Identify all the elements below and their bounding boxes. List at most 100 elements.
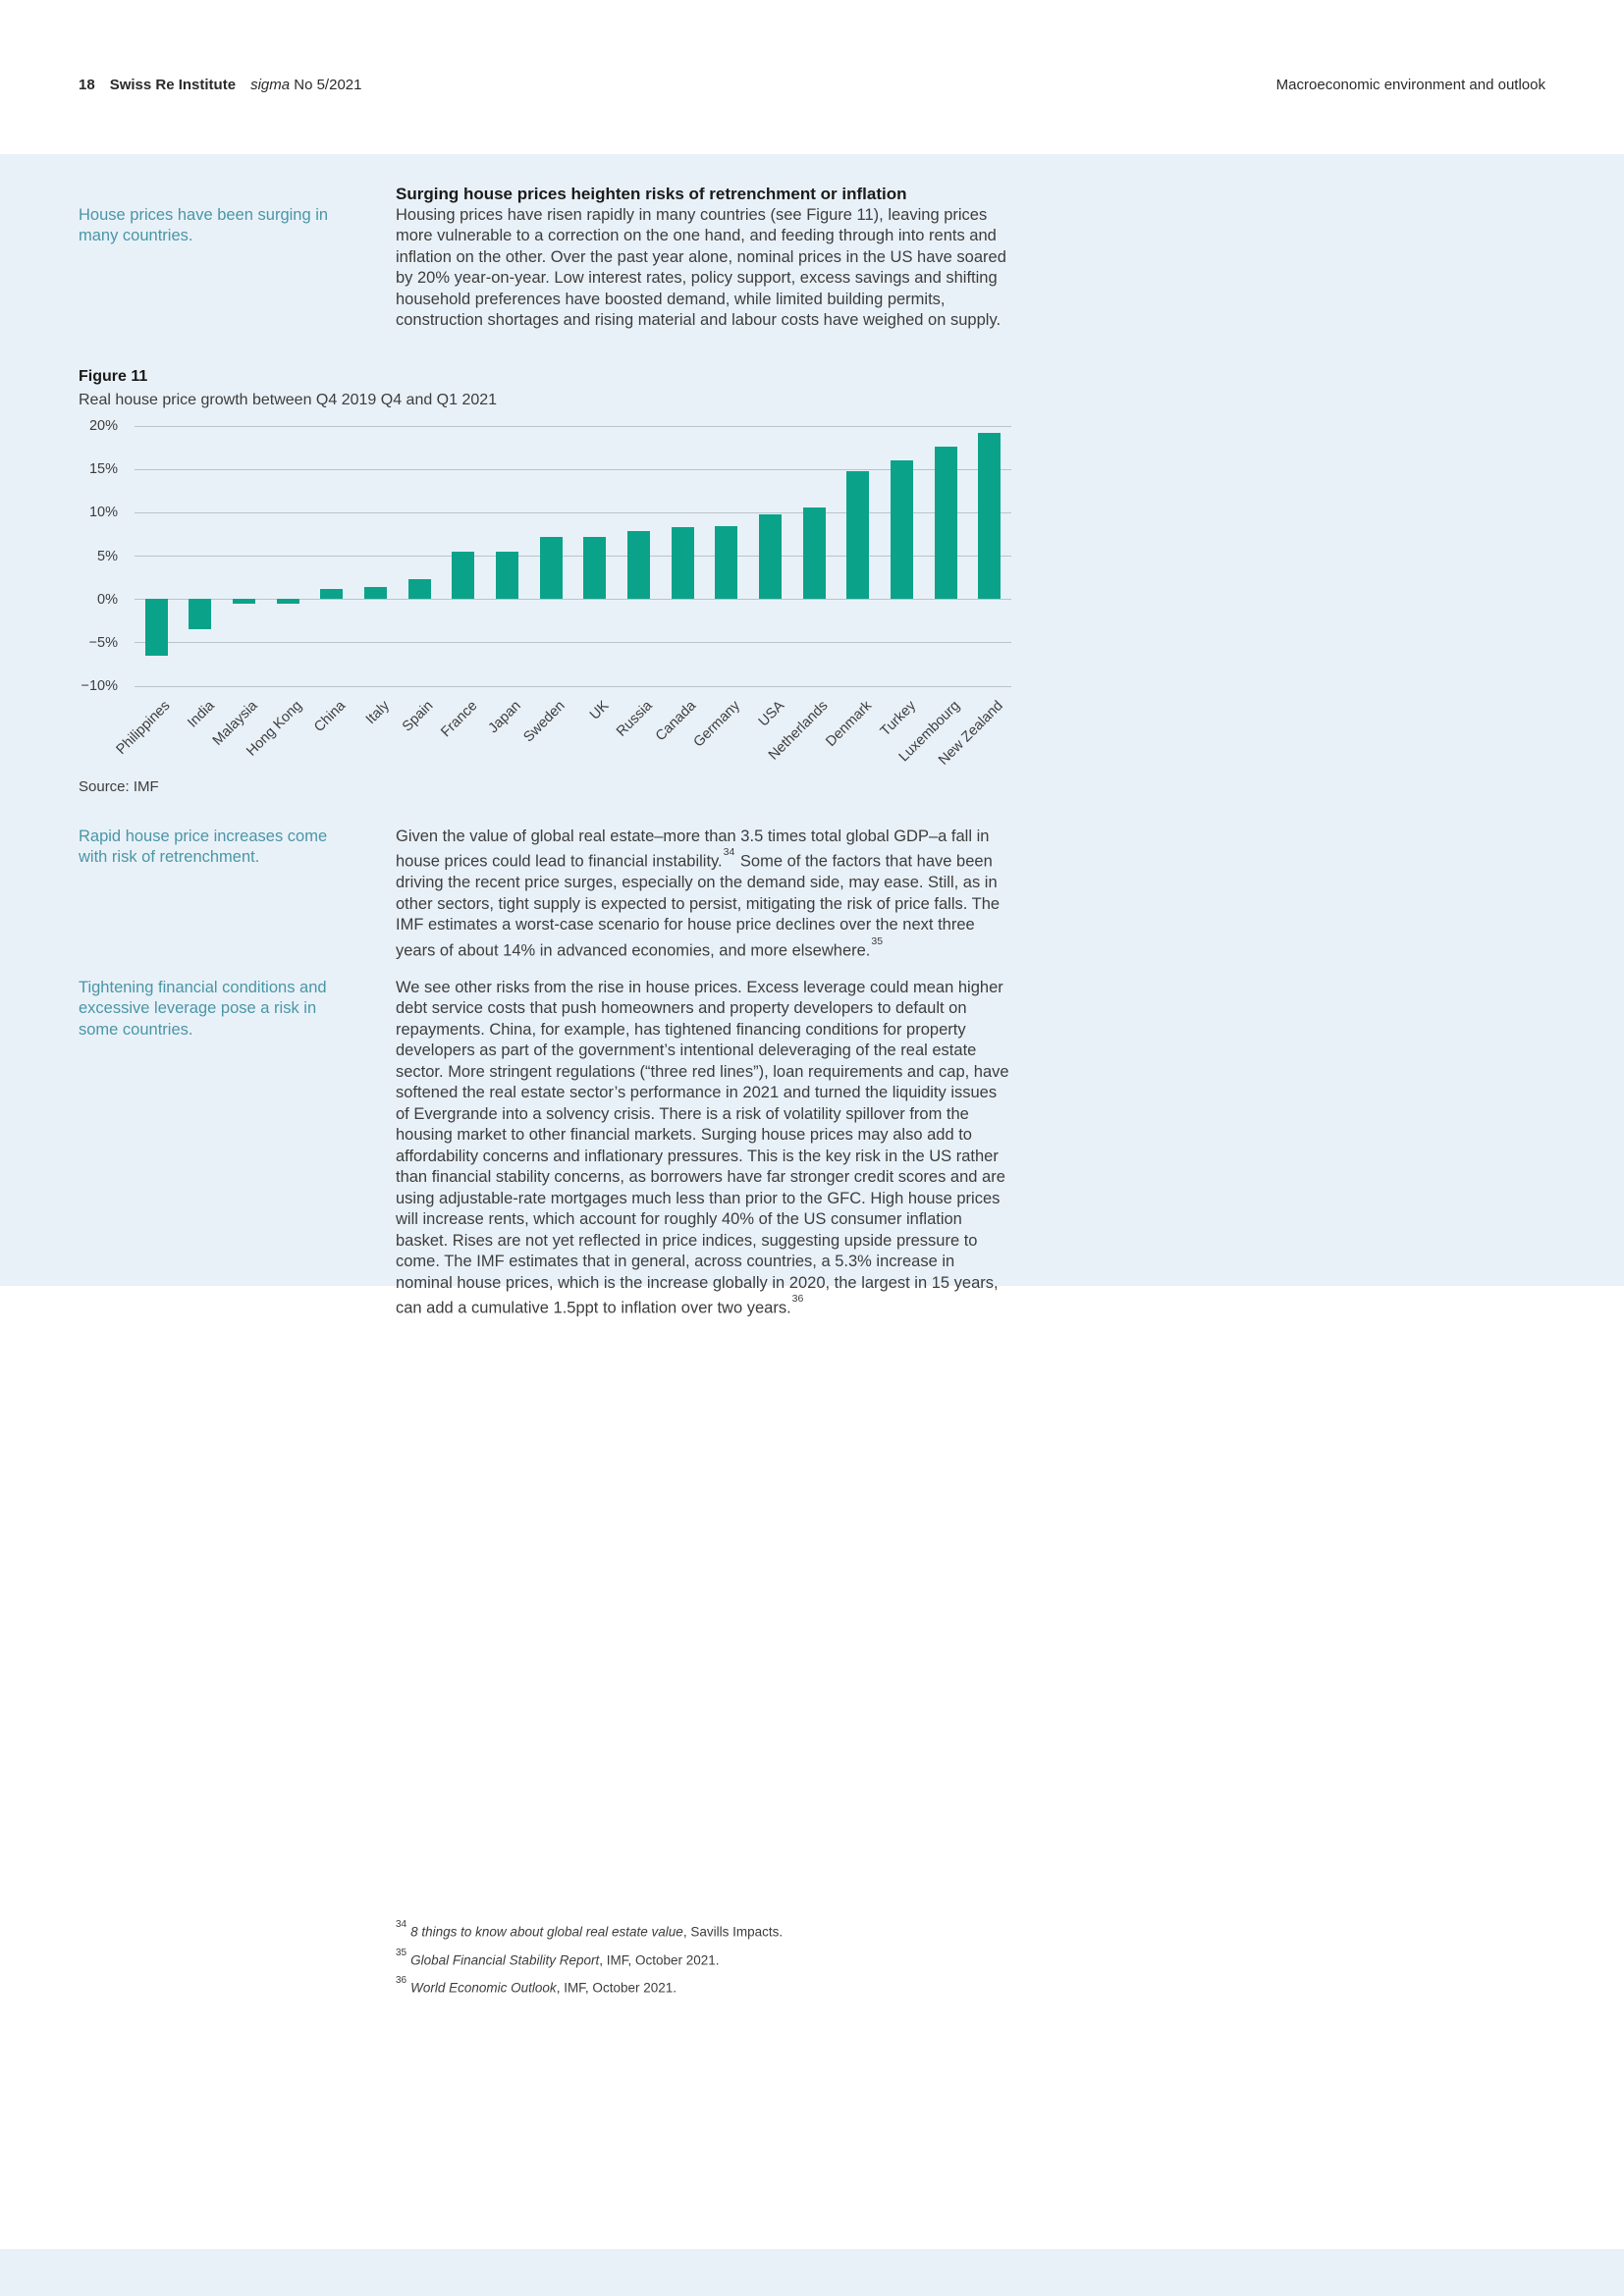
bar-slot — [529, 426, 573, 686]
x-tick-label: USA — [755, 697, 787, 729]
y-tick-label: 0% — [97, 591, 118, 608]
x-slot: France — [438, 686, 486, 773]
x-slot: China — [310, 686, 354, 773]
x-slot: Denmark — [823, 686, 881, 773]
footnote-rest: , IMF, October 2021. — [599, 1952, 720, 1967]
bar-italy — [364, 586, 388, 600]
paragraph-text: Given the value of global real estate–mo… — [396, 827, 990, 871]
gridline-15: 15% — [89, 461, 1011, 477]
y-tick-label: 10% — [88, 505, 118, 521]
x-slot: Germany — [691, 686, 749, 773]
x-tick-label: India — [184, 697, 218, 731]
bar-slot — [179, 426, 223, 686]
footnote-ref-36: 36 — [791, 1293, 804, 1305]
footnotes: 34 8 things to know about global real est… — [396, 1916, 783, 2001]
margin-note-house-prices: House prices have been surging in many c… — [79, 205, 329, 245]
x-slot: India — [179, 686, 223, 773]
footnote-ref-34: 34 — [723, 846, 735, 858]
gridline-0: 0% — [97, 592, 1011, 608]
next-section-band — [0, 2249, 1624, 2296]
bar-slot — [967, 426, 1011, 686]
y-tick-label: 15% — [88, 461, 118, 478]
bar-philippines — [144, 599, 168, 656]
bar-spain — [407, 578, 431, 600]
paragraph-text: We see other risks from the rise in hous… — [396, 978, 1009, 1317]
bar-slot — [398, 426, 442, 686]
x-slot: Sweden — [520, 686, 573, 773]
x-tick-label: Italy — [362, 697, 393, 727]
bar-slot — [485, 426, 529, 686]
gridline-5: 5% — [97, 549, 1011, 564]
margin-note-retrenchment: Rapid house price increases come with ri… — [79, 827, 328, 867]
paragraph-text: Some of the factors that have been drivi… — [396, 852, 1001, 960]
x-slot: Malaysia — [210, 686, 266, 773]
bar-new-zealand — [978, 432, 1001, 600]
x-tick-label: France — [438, 697, 481, 740]
bar-usa — [759, 514, 783, 600]
retrenchment-row: Rapid house price increases come with ri… — [79, 827, 1624, 962]
footnote-number: 35 — [396, 1947, 407, 1958]
bar-slot — [792, 426, 837, 686]
retrenchment-main: Given the value of global real estate–mo… — [396, 827, 1014, 962]
bar-france — [452, 552, 475, 600]
bar-malaysia — [233, 599, 256, 605]
margin-note-leverage: Tightening financial conditions and exce… — [79, 978, 327, 1039]
bar-slot — [135, 426, 179, 686]
footnote-35: 35 Global Financial Stability Report, IMF… — [396, 1945, 783, 1973]
intro-paragraph: Housing prices have risen rapidly in man… — [396, 205, 1006, 330]
x-slot: New Zealand — [936, 686, 1011, 773]
figure11-chart: 20% 15% 10% 5% 0% −5% −10% Philippines India Mal… — [79, 418, 1011, 773]
x-slot: Netherlands — [766, 686, 837, 773]
y-tick-label: 5% — [97, 548, 118, 564]
footnote-36: 36 World Economic Outlook, IMF, October 2… — [396, 1972, 783, 2001]
gridline--5: −5% — [89, 635, 1011, 651]
bar-slot — [353, 426, 398, 686]
bar-slot — [661, 426, 705, 686]
bar-slot — [266, 426, 310, 686]
intro-row: House prices have been surging in many c… — [79, 184, 1624, 332]
gridline-20: 20% — [89, 418, 1011, 434]
gridline-10: 10% — [89, 505, 1011, 520]
footnote-rest: , Savills Impacts. — [682, 1924, 784, 1940]
leverage-row: Tightening financial conditions and exce… — [79, 978, 1624, 1320]
footnote-rest: , IMF, October 2021. — [556, 1980, 677, 1996]
bar-slot — [617, 426, 661, 686]
bar-luxembourg — [934, 446, 957, 600]
bar-russia — [627, 531, 651, 600]
bar-germany — [715, 525, 738, 600]
y-tick-label: −5% — [88, 634, 118, 651]
bar-slot — [837, 426, 881, 686]
figure-subtitle: Real house price growth between Q4 2019 … — [79, 391, 498, 408]
x-tick-label: Russia — [614, 697, 656, 740]
bar-slot — [442, 426, 486, 686]
x-slot: UK — [573, 686, 618, 773]
bar-slot — [310, 426, 354, 686]
x-slot: Canada — [653, 686, 705, 773]
y-tick-label: −10% — [81, 678, 119, 694]
x-tick-label: Turkey — [877, 697, 919, 739]
journal-name: sigma — [250, 77, 291, 93]
issue-number: No 5/2021 — [294, 77, 362, 93]
bar-turkey — [890, 459, 913, 600]
footnote-title: Global Financial Stability Report — [410, 1952, 600, 1967]
x-slot: Russia — [614, 686, 661, 773]
x-tick-label: Philippines — [113, 697, 174, 758]
x-tick-label: China — [311, 697, 350, 735]
footnote-ref-35: 35 — [871, 934, 884, 947]
running-head: 18 Swiss Re Institute sigma No 5/2021 Ma… — [79, 77, 1545, 93]
figure-11: Figure 11 Real house price growth betwee… — [79, 368, 1624, 797]
bar-uk — [583, 536, 607, 600]
x-tick-label: UK — [586, 697, 613, 723]
footnote-number: 36 — [396, 1975, 407, 1986]
x-slot: Japan — [485, 686, 529, 773]
x-tick-label: Spain — [400, 697, 437, 735]
bar-slot — [748, 426, 792, 686]
intro-main: Surging house prices heighten risks of r… — [396, 184, 1014, 332]
x-slot: Spain — [398, 686, 442, 773]
journal-issue: sigma No 5/2021 — [250, 77, 361, 93]
bar-netherlands — [802, 507, 826, 600]
content-band: House prices have been surging in many c… — [0, 154, 1624, 1317]
chapter-title: Macroeconomic environment and outlook — [1275, 77, 1545, 93]
x-slot: USA — [748, 686, 792, 773]
